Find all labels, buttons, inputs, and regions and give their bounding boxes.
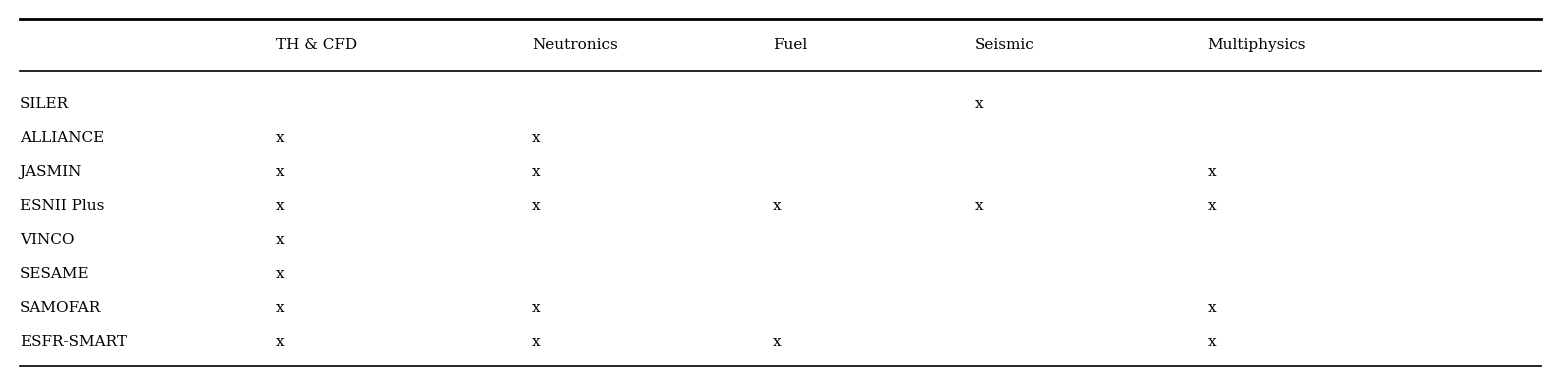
Text: x: x [532,131,540,145]
Text: ESNII Plus: ESNII Plus [20,199,105,213]
Text: x: x [1208,199,1216,213]
Text: x: x [974,199,983,213]
Text: SAMOFAR: SAMOFAR [20,301,101,315]
Text: x: x [276,301,284,315]
Text: x: x [773,335,782,349]
Text: x: x [974,97,983,111]
Text: x: x [276,165,284,179]
Text: Neutronics: Neutronics [532,38,618,52]
Text: x: x [532,301,540,315]
Text: ESFR-SMART: ESFR-SMART [20,335,126,349]
Text: x: x [1208,165,1216,179]
Text: SILER: SILER [20,97,69,111]
Text: TH & CFD: TH & CFD [276,38,357,52]
Text: x: x [276,267,284,281]
Text: x: x [532,199,540,213]
Text: Fuel: Fuel [773,38,807,52]
Text: x: x [276,131,284,145]
Text: JASMIN: JASMIN [20,165,83,179]
Text: Multiphysics: Multiphysics [1208,38,1307,52]
Text: x: x [1208,301,1216,315]
Text: x: x [276,335,284,349]
Text: x: x [773,199,782,213]
Text: x: x [276,199,284,213]
Text: x: x [532,335,540,349]
Text: x: x [532,165,540,179]
Text: ALLIANCE: ALLIANCE [20,131,105,145]
Text: SESAME: SESAME [20,267,89,281]
Text: x: x [1208,335,1216,349]
Text: Seismic: Seismic [974,38,1035,52]
Text: VINCO: VINCO [20,233,75,247]
Text: x: x [276,233,284,247]
